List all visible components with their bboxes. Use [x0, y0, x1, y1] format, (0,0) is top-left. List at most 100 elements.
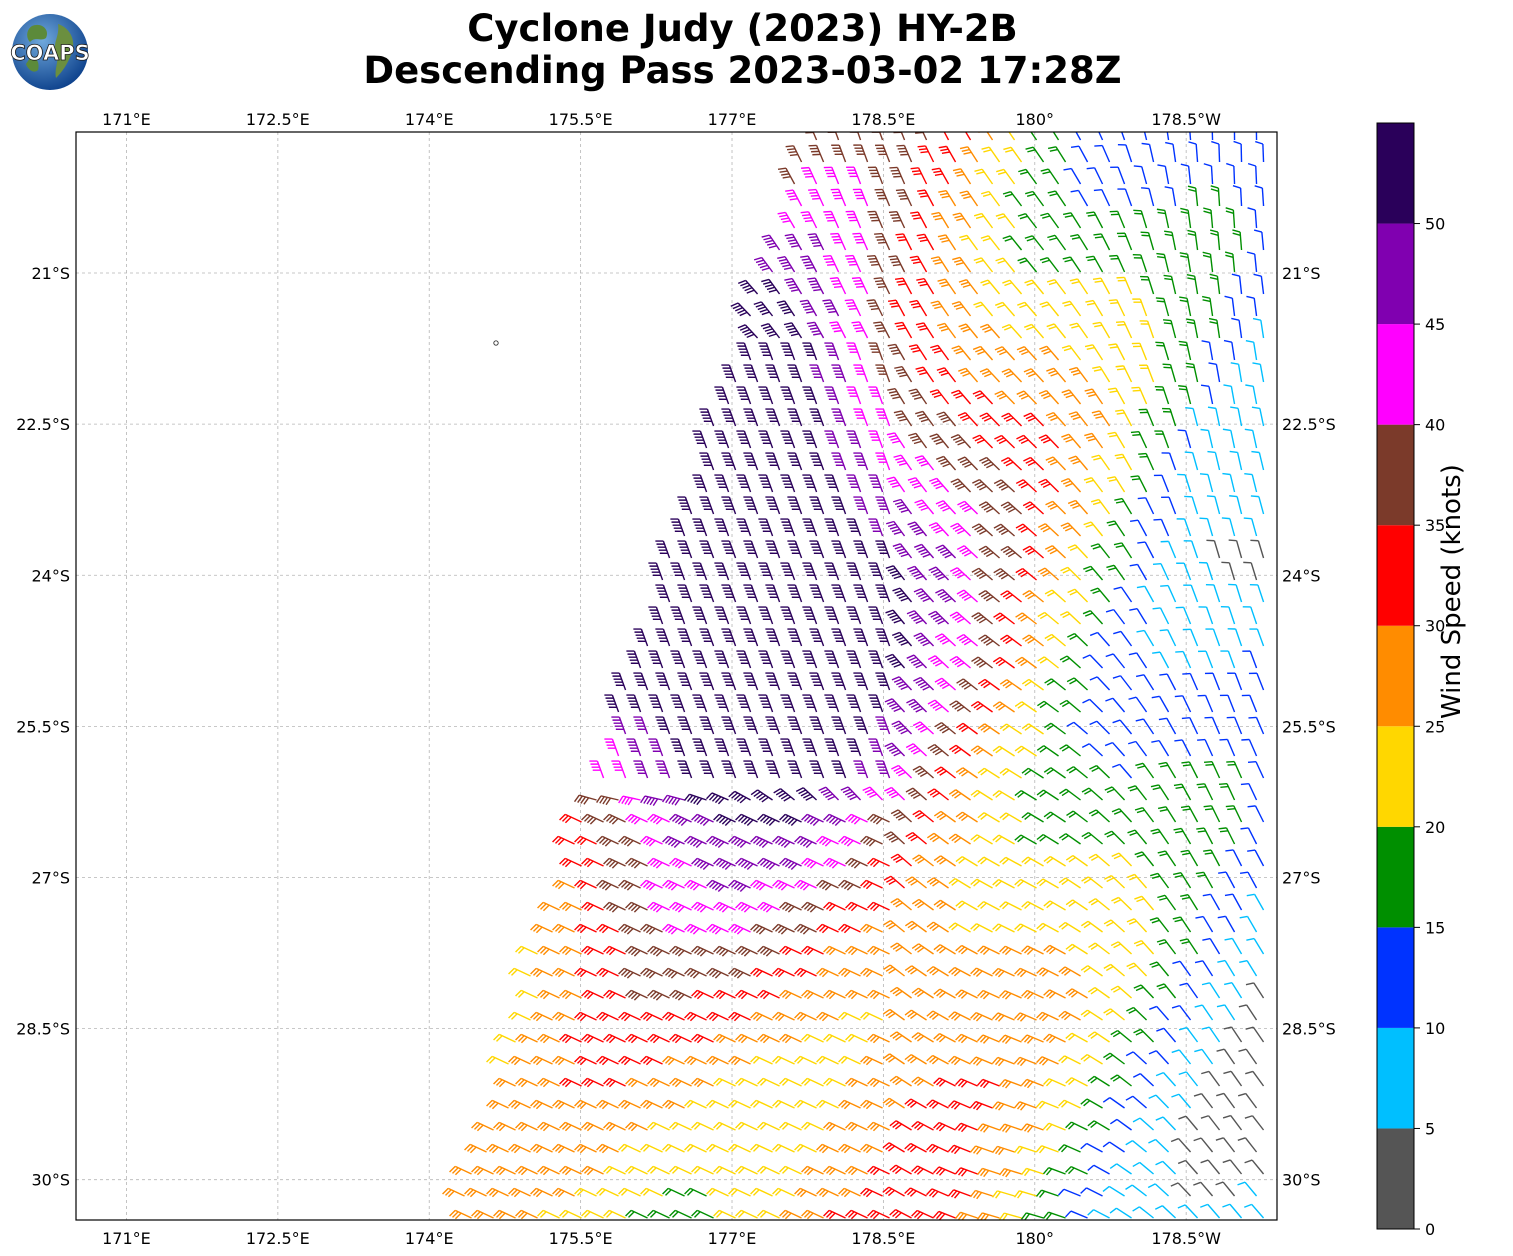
- wind-barb: [824, 562, 840, 581]
- wind-barb: [954, 1211, 978, 1220]
- wind-barb: [743, 760, 759, 779]
- wind-barb: [574, 835, 597, 846]
- wind-barb: [1039, 345, 1060, 361]
- wind-barb: [780, 430, 796, 449]
- wind-barb: [692, 562, 708, 581]
- wind-barb: [515, 1077, 538, 1088]
- wind-barb: [611, 760, 627, 779]
- wind-barb: [779, 857, 802, 871]
- wind-barb: [1081, 787, 1104, 801]
- wind-barb: [765, 364, 781, 383]
- wind-barb: [486, 1099, 509, 1110]
- wind-barb: [1241, 738, 1258, 757]
- wind-barb: [1020, 1123, 1044, 1133]
- wind-barb: [905, 787, 928, 801]
- wind-barb: [736, 518, 752, 537]
- wind-barb: [860, 1099, 883, 1110]
- wind-barb: [1216, 1092, 1236, 1109]
- wind-barb: [911, 1076, 934, 1087]
- wind-barb: [867, 989, 890, 1000]
- wind-barb: [846, 430, 862, 449]
- wind-barb: [1245, 340, 1258, 361]
- wind-barb: [1201, 1070, 1221, 1087]
- wind-barb: [1183, 540, 1199, 559]
- wind-barb: [776, 300, 796, 317]
- wind-barb: [1217, 915, 1236, 933]
- wind-barb: [684, 1055, 707, 1066]
- wind-barb: [1159, 629, 1177, 647]
- wind-barb: [1093, 233, 1111, 251]
- wind-barb: [699, 496, 715, 515]
- wind-barb: [772, 1143, 795, 1153]
- lat-tick-label-right: 21°S: [1282, 264, 1321, 283]
- wind-barb: [930, 256, 950, 273]
- wind-barb: [692, 474, 708, 493]
- wind-barb: [1245, 384, 1258, 405]
- wind-barb: [885, 520, 906, 537]
- wind-barb: [581, 945, 604, 956]
- wind-barb: [1209, 273, 1221, 295]
- wind-barb: [992, 1012, 1015, 1022]
- wind-barb: [1108, 299, 1126, 317]
- wind-barb: [889, 986, 912, 999]
- wind-barb: [950, 478, 972, 493]
- wind-barb: [1232, 184, 1243, 207]
- wind-barb: [750, 1011, 773, 1022]
- wind-barb: [1129, 563, 1148, 581]
- wind-barb: [1133, 939, 1155, 955]
- wind-barb: [1014, 834, 1037, 845]
- wind-barb: [493, 1121, 516, 1132]
- wind-barb: [824, 650, 840, 669]
- wind-barb: [1239, 959, 1258, 977]
- wind-barb: [573, 794, 597, 805]
- wind-barb: [779, 989, 802, 1000]
- lat-tick-label-left: 24°S: [31, 566, 70, 585]
- wind-barb: [1188, 141, 1199, 163]
- wind-barb: [757, 901, 780, 913]
- wind-barb: [1002, 279, 1023, 295]
- wind-barb: [1138, 452, 1155, 471]
- wind-barb: [830, 232, 847, 251]
- wind-barb: [974, 168, 994, 185]
- wind-barb: [926, 832, 949, 845]
- wind-barb: [1065, 899, 1088, 911]
- wind-barb: [736, 342, 752, 361]
- wind-barb: [823, 166, 840, 185]
- wind-barb: [1249, 628, 1265, 647]
- wind-barb: [911, 898, 934, 911]
- wind-barb: [1222, 1114, 1243, 1131]
- wind-barb: [1247, 162, 1258, 185]
- colorbar-tick-label: 15: [1425, 918, 1445, 937]
- wind-barb: [1136, 585, 1155, 603]
- wind-barb: [801, 1209, 824, 1220]
- wind-barb: [846, 518, 862, 537]
- wind-barb: [868, 474, 884, 493]
- wind-barb: [894, 321, 913, 339]
- wind-barb: [618, 1143, 641, 1153]
- wind-barb: [868, 694, 884, 713]
- wind-barb: [868, 342, 884, 361]
- wind-barb: [1110, 985, 1133, 999]
- wind-barb: [1081, 876, 1103, 889]
- coaps-logo: COAPS: [10, 14, 90, 90]
- wind-barb: [625, 1165, 648, 1175]
- wind-barb: [1215, 1181, 1236, 1197]
- wind-barb: [1065, 1032, 1088, 1043]
- wind-barb: [1081, 831, 1103, 845]
- wind-barb: [1220, 605, 1236, 625]
- wind-barb: [1112, 763, 1133, 779]
- wind-barb: [1140, 275, 1155, 295]
- wind-barb: [706, 879, 729, 893]
- wind-barb: [1228, 583, 1243, 603]
- wind-barb: [1001, 323, 1023, 339]
- wind-barb: [992, 878, 1015, 889]
- wind-barb: [993, 523, 1016, 537]
- wind-barb: [1198, 606, 1214, 625]
- wind-barb: [892, 543, 913, 559]
- wind-barb: [743, 364, 759, 383]
- wind-barb: [640, 1055, 663, 1066]
- wind-barb: [809, 760, 825, 779]
- wind-barb: [970, 923, 993, 933]
- wind-barb: [875, 540, 891, 559]
